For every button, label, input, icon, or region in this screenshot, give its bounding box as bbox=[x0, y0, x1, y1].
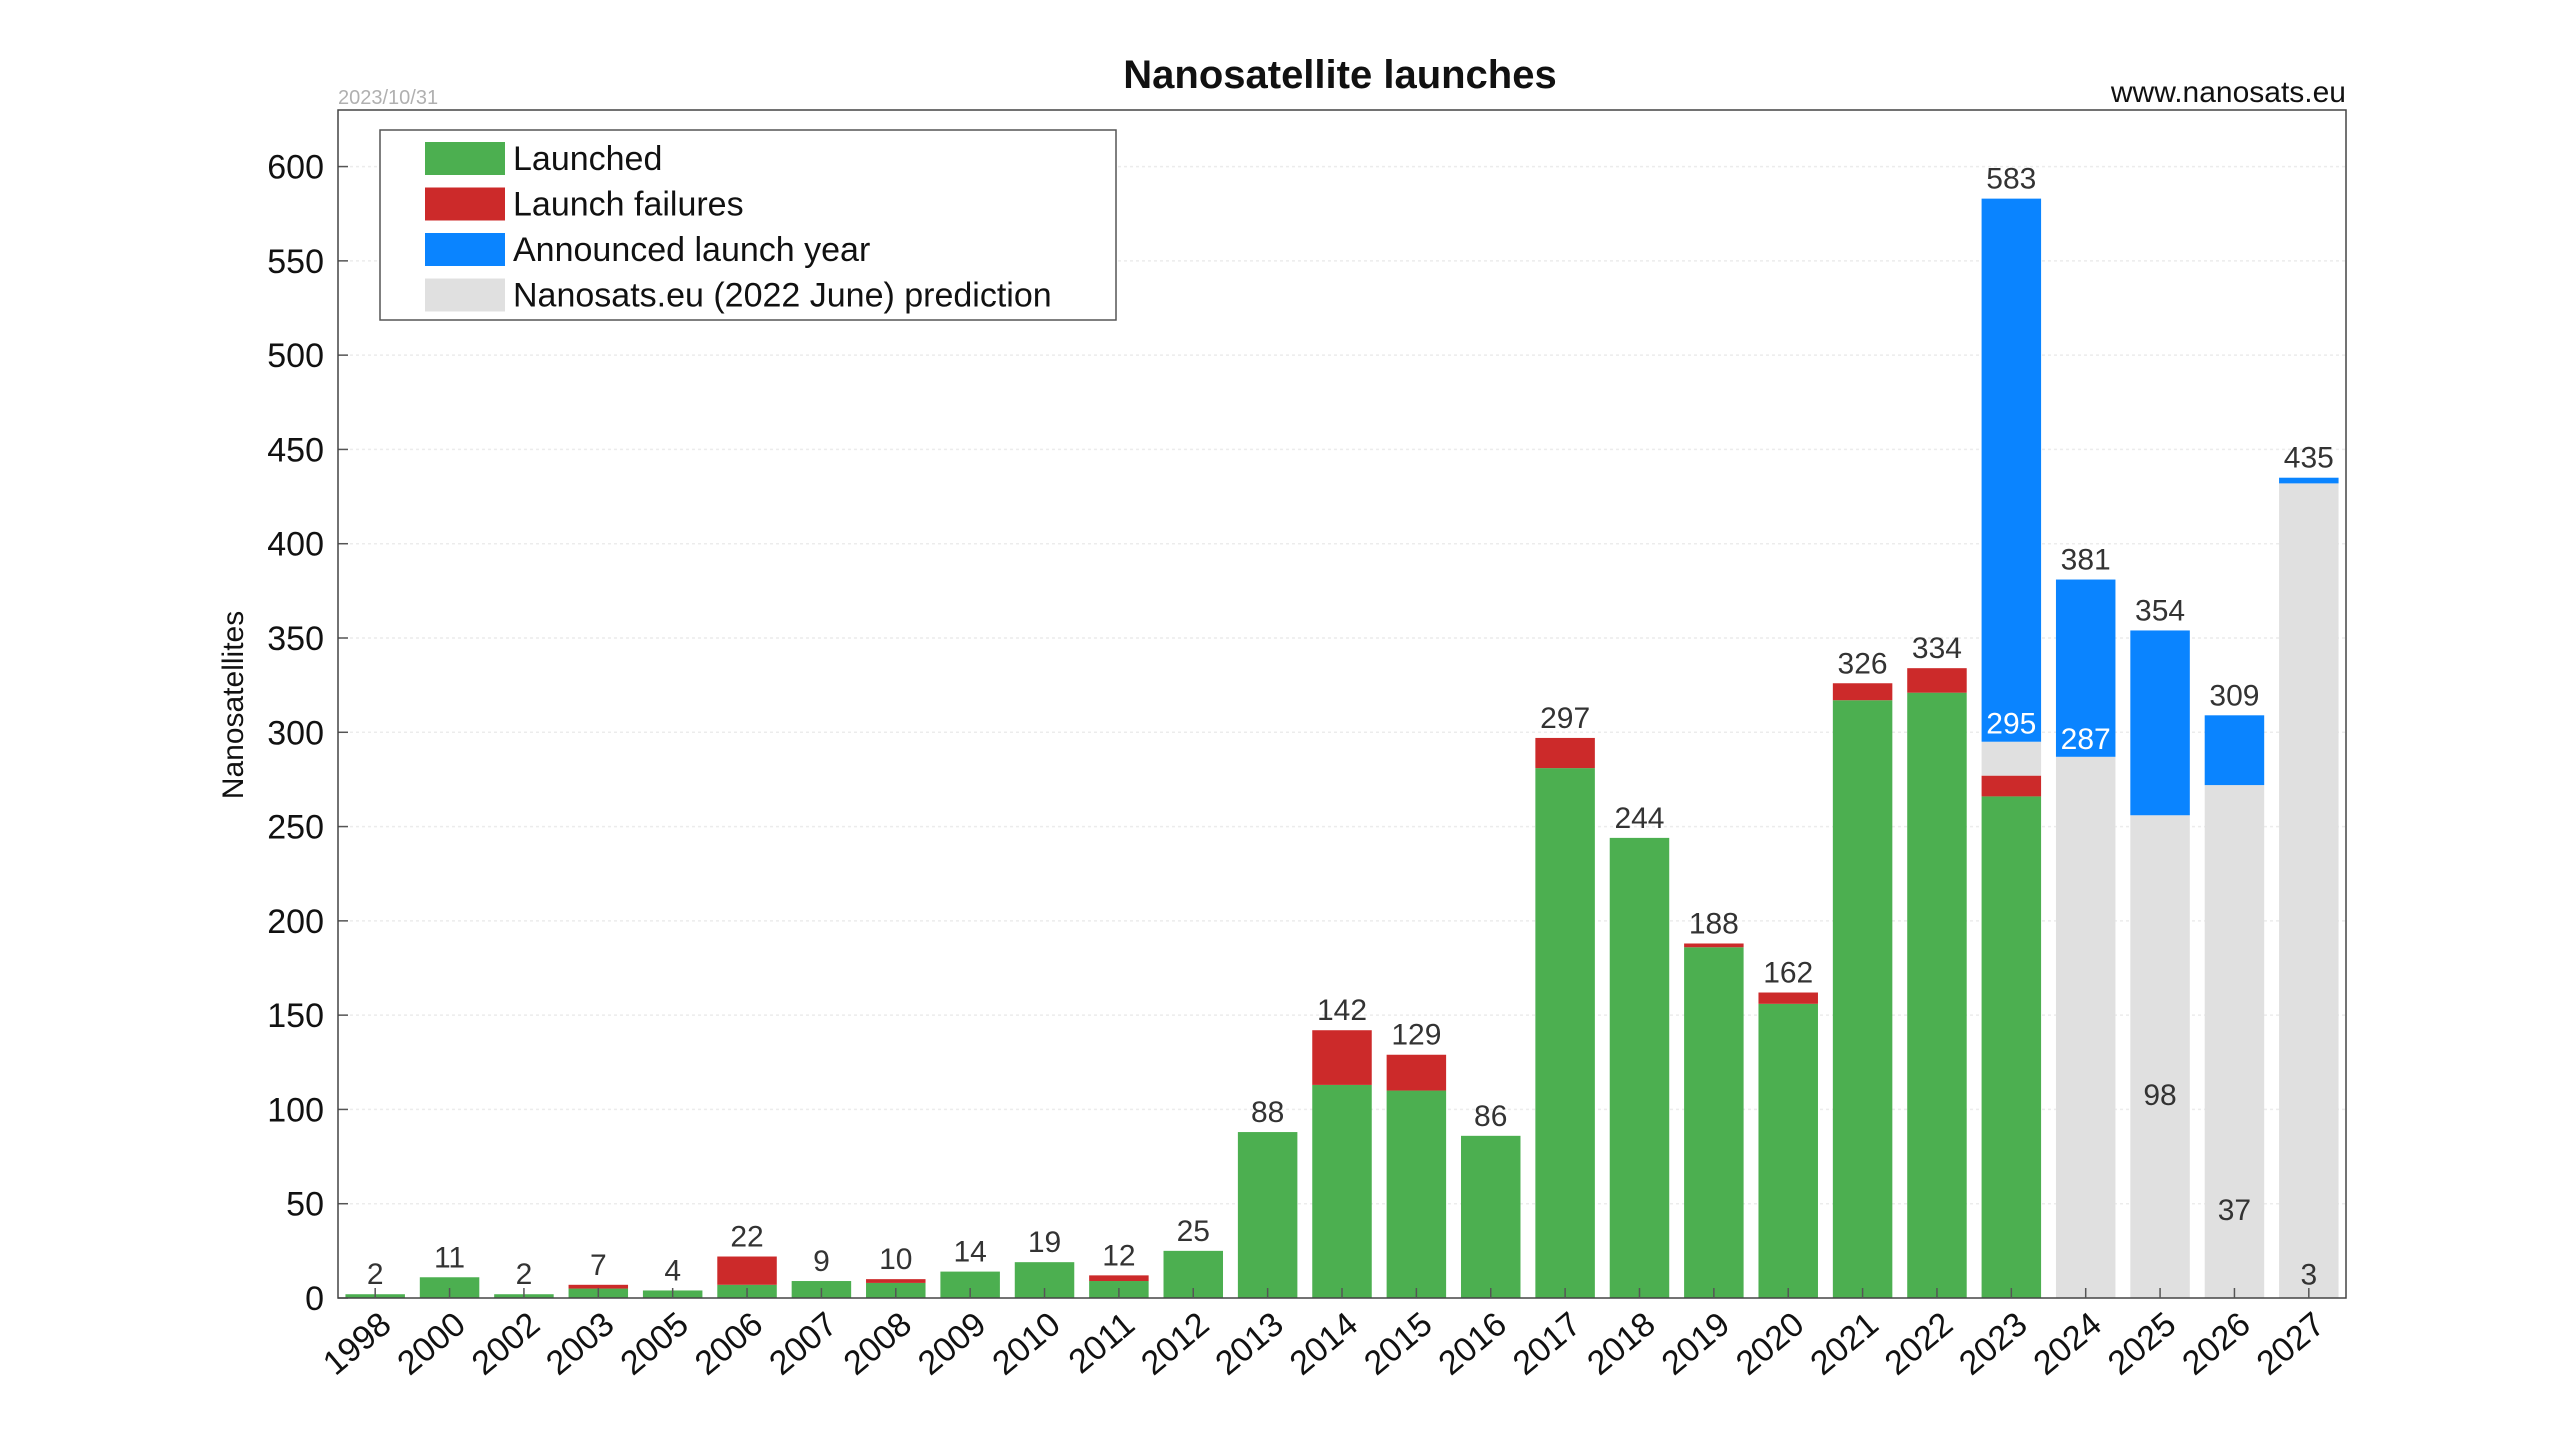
bar-total-label: 12 bbox=[1102, 1239, 1135, 1272]
bar-inner-label: 3 bbox=[2300, 1258, 2317, 1291]
legend-entry-label: Launch failures bbox=[513, 186, 744, 224]
bar-total-label: 14 bbox=[953, 1236, 986, 1269]
bar-total-label: 326 bbox=[1838, 647, 1888, 680]
bar-segment-launch-failures-2008 bbox=[866, 1279, 926, 1283]
bar-segment-nanosats-eu-2022-june-prediction-2025 bbox=[2130, 815, 2190, 1298]
bar-segment-announced-launch-year-2025 bbox=[2130, 630, 2190, 816]
bar-total-label: 22 bbox=[730, 1221, 763, 1254]
bar-total-label: 19 bbox=[1028, 1226, 1061, 1259]
bar-inner-label: 287 bbox=[2061, 723, 2111, 756]
legend-swatch bbox=[425, 142, 505, 175]
bar-total-label: 9 bbox=[813, 1245, 830, 1278]
bar-segment-launched-2017 bbox=[1535, 768, 1595, 1298]
bar-total-label: 435 bbox=[2284, 442, 2334, 475]
bar-total-label: 88 bbox=[1251, 1096, 1284, 1129]
y-tick-label: 450 bbox=[267, 431, 324, 469]
bar-segment-launched-2022 bbox=[1907, 692, 1967, 1298]
bar-total-label: 162 bbox=[1763, 957, 1813, 990]
y-tick-label: 600 bbox=[267, 149, 324, 187]
bar-total-label: 7 bbox=[590, 1249, 607, 1282]
bar-total-label: 4 bbox=[664, 1254, 681, 1287]
bar-segment-launch-failures-2020 bbox=[1758, 992, 1818, 1004]
bar-total-label: 381 bbox=[2061, 544, 2111, 577]
legend-entry-label: Announced launch year bbox=[513, 231, 870, 269]
date-stamp: 2023/10/31 bbox=[338, 87, 438, 109]
bar-segment-nanosats-eu-2022-june-prediction-2024 bbox=[2055, 756, 2116, 1298]
bar-total-label: 188 bbox=[1689, 907, 1739, 940]
bar-segment-launched-2000 bbox=[419, 1277, 480, 1298]
bar-total-label: 11 bbox=[434, 1241, 465, 1274]
legend: Launched Launch failures Announced launch … bbox=[379, 129, 1117, 321]
y-tick-label: 250 bbox=[267, 809, 324, 847]
bar-total-label: 244 bbox=[1614, 802, 1664, 835]
bar-total-label: 10 bbox=[879, 1243, 912, 1276]
bar-segment-launch-failures-2021 bbox=[1832, 683, 1893, 701]
bar-segment-launched-2016 bbox=[1460, 1135, 1521, 1298]
bar-segment-launched-2014 bbox=[1312, 1084, 1372, 1298]
legend-entry-label: Launched bbox=[513, 140, 662, 178]
bar-inner-label: 37 bbox=[2218, 1194, 2251, 1227]
legend-swatch bbox=[425, 187, 505, 221]
bar-segment-launch-failures-2014 bbox=[1312, 1030, 1372, 1085]
bar-segment-launched-2021 bbox=[1832, 700, 1893, 1298]
y-tick-label: 550 bbox=[267, 243, 324, 281]
bar-inner-label: 98 bbox=[2143, 1079, 2176, 1112]
bar-segment-launch-failures-2003 bbox=[568, 1284, 629, 1289]
bar-total-label: 25 bbox=[1177, 1215, 1210, 1248]
bar-total-label: 2 bbox=[516, 1258, 533, 1291]
bar-total-label: 309 bbox=[2209, 679, 2259, 712]
bar-total-label: 583 bbox=[1986, 163, 2036, 196]
chart-title: Nanosatellite launches bbox=[1123, 53, 1556, 97]
bar-segment-launched-2018 bbox=[1609, 837, 1670, 1298]
y-tick-label: 150 bbox=[267, 997, 324, 1035]
bar-total-label: 2 bbox=[367, 1258, 384, 1291]
bar-total-label: 86 bbox=[1474, 1100, 1507, 1133]
bar-segment-announced-launch-year-2024 bbox=[2055, 579, 2116, 757]
bar-segment-announced-launch-year-2026 bbox=[2204, 715, 2265, 786]
source-url: www.nanosats.eu bbox=[2110, 76, 2346, 109]
bar-total-label: 129 bbox=[1391, 1019, 1441, 1052]
y-tick-label: 50 bbox=[286, 1186, 324, 1224]
bar-segment-launch-failures-2006 bbox=[717, 1256, 777, 1285]
y-tick-label: 400 bbox=[267, 526, 324, 564]
bar-segment-launched-2015 bbox=[1386, 1090, 1447, 1298]
bar-segment-launch-failures-2017 bbox=[1535, 737, 1595, 769]
y-tick-label: 500 bbox=[267, 337, 324, 375]
legend-swatch bbox=[425, 233, 505, 266]
bar-segment-launch-failures-2023 bbox=[1981, 775, 2042, 797]
legend-entry-label: Nanosats.eu (2022 June) prediction bbox=[513, 277, 1052, 315]
bar-segment-launch-failures-2011 bbox=[1089, 1275, 1149, 1282]
y-tick-label: 0 bbox=[305, 1280, 324, 1318]
bar-inner-label: 295 bbox=[1986, 708, 2036, 741]
y-tick-label: 200 bbox=[267, 903, 324, 941]
y-tick-label: 350 bbox=[267, 620, 324, 658]
bar-total-label: 354 bbox=[2135, 594, 2185, 627]
bar-segment-launch-failures-2015 bbox=[1386, 1054, 1447, 1091]
bar-total-label: 142 bbox=[1317, 994, 1367, 1027]
y-tick-label: 100 bbox=[267, 1091, 324, 1129]
bar-segment-launch-failures-2022 bbox=[1907, 668, 1967, 693]
labels-layer: 2 11 2 7 4 22 9 10 14 19 12 25 88 142 129 86 297 244 188 16… bbox=[367, 163, 2334, 1292]
bar-total-label: 297 bbox=[1540, 702, 1590, 735]
bar-segment-announced-launch-year-2027 bbox=[2279, 477, 2339, 484]
bar-segment-announced-launch-year-2023 bbox=[1981, 198, 2042, 742]
bar-segment-nanosats-eu-2022-june-prediction-2023 bbox=[1981, 741, 2042, 776]
bar-segment-launched-2023 bbox=[1981, 796, 2042, 1298]
y-tick-label: 300 bbox=[267, 714, 324, 752]
bar-segment-nanosats-eu-2022-june-prediction-2027 bbox=[2279, 483, 2339, 1298]
y-axis-label: Nanosatellites bbox=[217, 611, 250, 799]
bar-segment-nanosats-eu-2022-june-prediction-2026 bbox=[2204, 785, 2265, 1298]
bar-segment-launched-2020 bbox=[1758, 1003, 1818, 1298]
bar-segment-launch-failures-2019 bbox=[1684, 943, 1744, 948]
bar-segment-launched-2019 bbox=[1684, 947, 1744, 1298]
legend-swatch bbox=[425, 278, 505, 312]
bar-segment-launched-2013 bbox=[1237, 1132, 1298, 1298]
bar-total-label: 334 bbox=[1912, 632, 1962, 665]
